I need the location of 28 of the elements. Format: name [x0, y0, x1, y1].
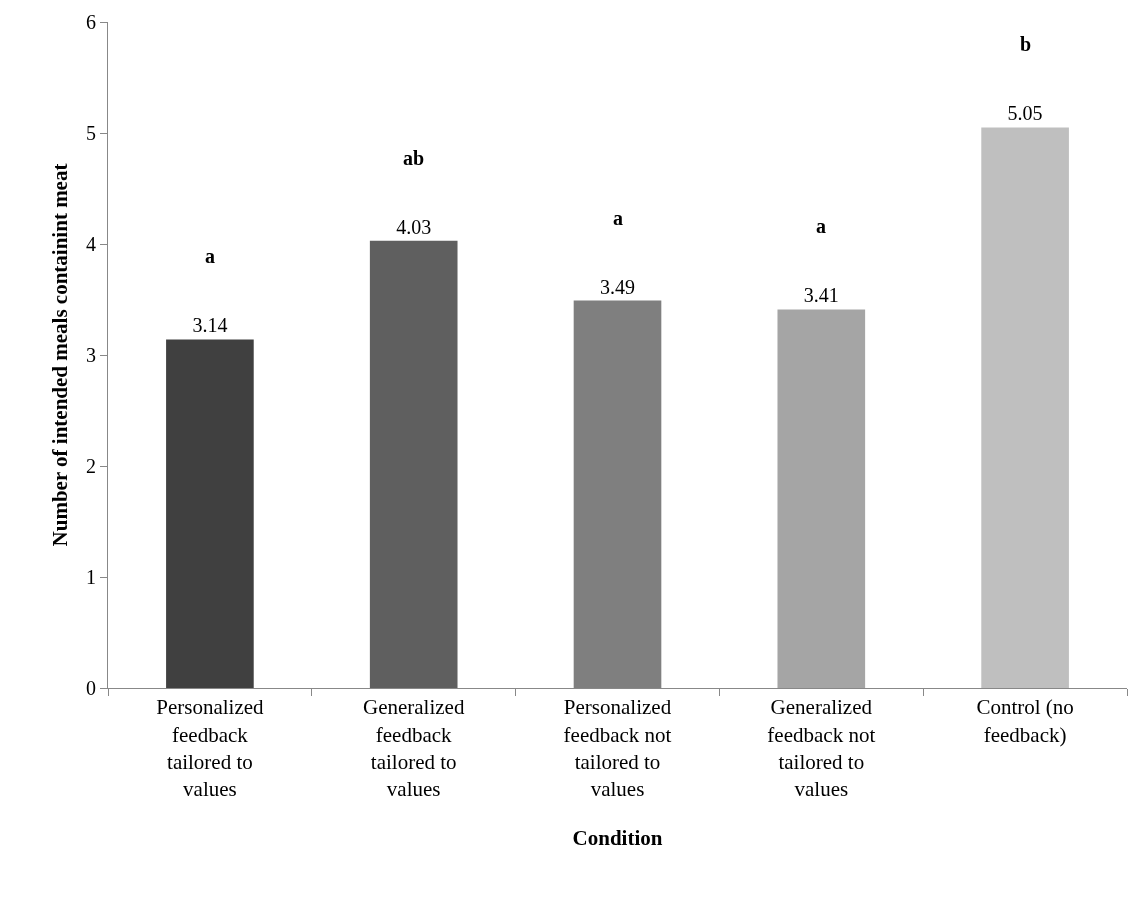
- bar: [981, 127, 1069, 688]
- data-label: 3.14: [192, 314, 228, 337]
- data-label: 4.03: [396, 215, 432, 238]
- x-tick-label: Personalized feedback tailored to values: [156, 695, 265, 802]
- annotation: ab: [403, 147, 425, 169]
- y-tick-label: 1: [86, 566, 96, 588]
- y-tick-label: 3: [86, 344, 96, 366]
- y-tick-label: 0: [86, 677, 96, 699]
- x-tick-label: Personalized feedback not tailored to values: [563, 695, 672, 802]
- x-tick-label: Control (no feedback): [976, 695, 1074, 747]
- x-tick-label: Generalized feedback not tailored to values: [767, 695, 876, 802]
- bar: [369, 240, 458, 688]
- data-label: 3.49: [600, 275, 635, 298]
- x-axis-title: Condition: [572, 826, 663, 851]
- y-tick-label: 4: [86, 233, 96, 255]
- data-label: 3.41: [803, 284, 839, 307]
- x-tick-label: Generalized feedback tailored to values: [362, 695, 465, 802]
- y-tick-label: 6: [86, 11, 96, 33]
- annotation: a: [613, 207, 623, 229]
- y-axis-title: Number of intended meals containint meat: [48, 163, 73, 547]
- data-label: 5.05: [1007, 102, 1043, 125]
- bar: [777, 309, 866, 688]
- annotation: a: [205, 245, 215, 267]
- y-tick-label: 2: [86, 455, 96, 477]
- y-tick-label: 5: [86, 122, 96, 144]
- bar: [166, 339, 254, 688]
- annotation: a: [816, 215, 826, 237]
- annotation: b: [1020, 33, 1032, 55]
